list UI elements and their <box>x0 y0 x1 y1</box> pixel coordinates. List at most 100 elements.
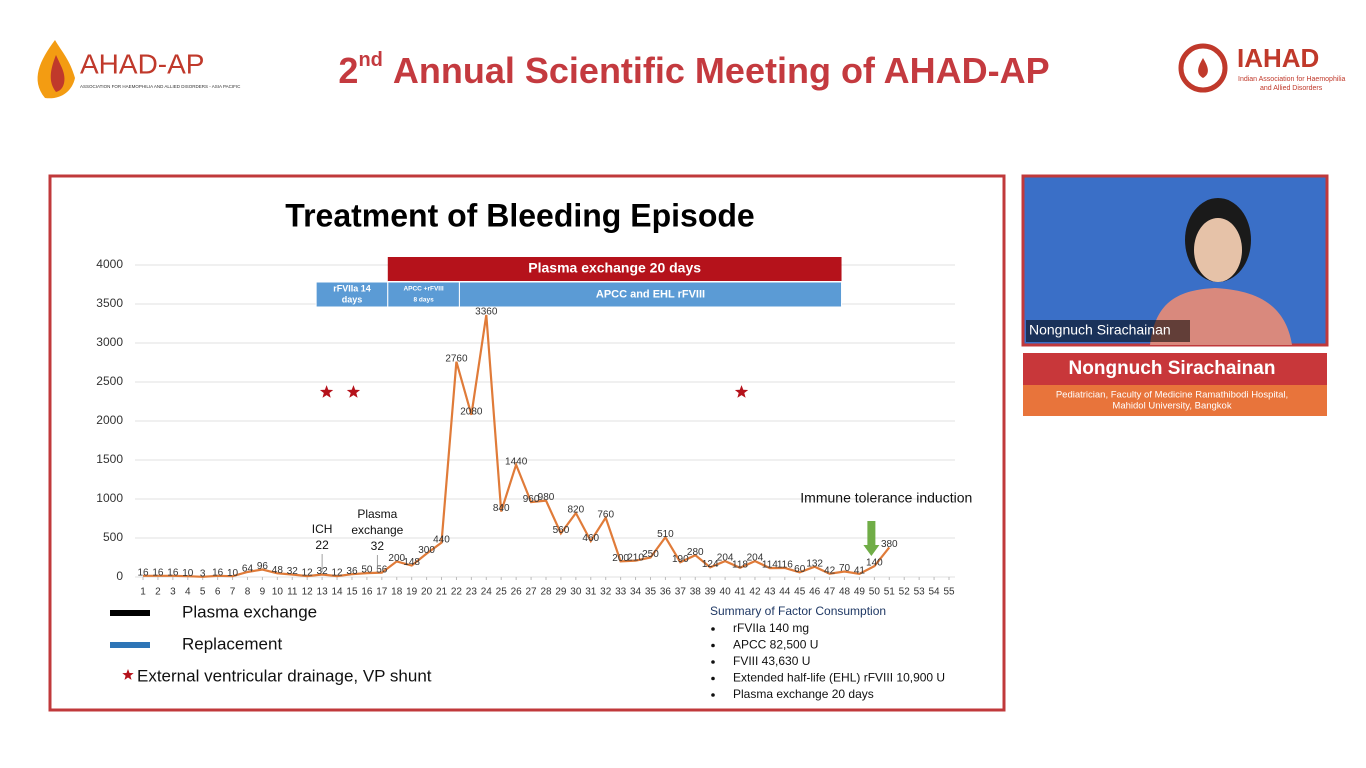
y-tick-label: 2000 <box>96 413 123 427</box>
y-tick-label: 1500 <box>96 452 123 466</box>
data-label: 118 <box>732 559 748 570</box>
x-tick-label: 9 <box>260 587 266 598</box>
data-label: 2760 <box>445 353 468 364</box>
data-label: 200 <box>388 553 405 564</box>
data-label: 200 <box>612 553 629 564</box>
logo-name: AHAD-AP <box>80 48 204 79</box>
x-tick-label: 5 <box>200 587 206 598</box>
x-tick-label: 19 <box>406 587 418 598</box>
x-tick-label: 45 <box>794 587 806 598</box>
x-tick-label: 36 <box>660 587 672 598</box>
x-tick-label: 44 <box>779 587 791 598</box>
data-label: 510 <box>657 529 674 540</box>
face <box>1194 218 1242 282</box>
title-suffix: nd <box>358 49 382 71</box>
bullet <box>711 660 715 664</box>
legend-swatch <box>110 610 150 616</box>
data-label: 56 <box>376 564 388 575</box>
x-tick-label: 40 <box>720 587 732 598</box>
data-label: 116 <box>777 560 793 571</box>
x-tick-label: 48 <box>839 587 851 598</box>
annotation: 22 <box>315 538 329 552</box>
bullet <box>711 627 715 631</box>
band-label: APCC and EHL rFVIII <box>596 288 705 300</box>
data-label: 64 <box>242 564 254 575</box>
flame-inner <box>50 55 65 92</box>
x-tick-label: 15 <box>346 587 358 598</box>
y-tick-label: 0 <box>116 569 123 583</box>
data-label: 190 <box>672 554 689 565</box>
x-tick-label: 39 <box>705 587 717 598</box>
star-marker <box>319 385 334 398</box>
summary-item: APCC 82,500 U <box>733 638 818 652</box>
x-tick-label: 18 <box>391 587 403 598</box>
arrow <box>863 521 880 556</box>
x-tick-label: 7 <box>230 587 236 598</box>
x-tick-label: 22 <box>451 587 463 598</box>
replacement-band <box>315 281 389 308</box>
data-label: 12 <box>331 568 343 579</box>
name-card <box>1023 353 1327 385</box>
x-tick-label: 28 <box>540 587 552 598</box>
star-marker <box>734 385 749 398</box>
logo-tagline: and Allied Disorders <box>1260 85 1323 92</box>
annotation: Plasma <box>357 507 397 521</box>
data-label: 250 <box>642 549 659 560</box>
slide <box>48 174 1006 712</box>
logo-tagline: Indian Association for Haemophilia <box>1238 76 1346 83</box>
data-label: 48 <box>272 565 284 576</box>
title-rest: Annual Scientific Meeting of AHAD-AP <box>393 50 1050 91</box>
summary-item: FVIII 43,630 U <box>733 654 810 668</box>
data-label: 42 <box>824 565 836 576</box>
y-tick-label: 2500 <box>96 374 123 388</box>
data-line <box>143 314 891 578</box>
name-overlay-bg <box>1026 320 1190 342</box>
x-tick-label: 46 <box>809 587 821 598</box>
data-label: 1440 <box>505 456 528 467</box>
x-tick-label: 21 <box>436 587 448 598</box>
data-label: 32 <box>287 566 299 577</box>
data-label: 36 <box>346 566 358 577</box>
x-tick-label: 33 <box>615 587 627 598</box>
chart-title: Treatment of Bleeding Episode <box>285 197 754 233</box>
x-tick-label: 37 <box>675 587 687 598</box>
x-tick-label: 23 <box>466 587 478 598</box>
header-title: 2nd Annual Scientific Meeting of AHAD-AP <box>338 49 1049 90</box>
data-label: 16 <box>152 567 164 578</box>
data-label: 140 <box>866 558 883 569</box>
x-tick-label: 38 <box>690 587 702 598</box>
title-number: 2 <box>338 50 358 91</box>
data-label: 204 <box>747 553 764 564</box>
logo-ring <box>1178 43 1228 93</box>
y-tick-label: 1000 <box>96 491 123 505</box>
data-label: 300 <box>418 545 435 556</box>
summary: Summary of Factor Consumption rFVIIa 140 … <box>710 604 945 701</box>
data-label: 50 <box>361 565 373 576</box>
x-tick-label: 31 <box>585 587 597 598</box>
data-label: 12 <box>302 568 314 579</box>
data-label: 60 <box>794 564 806 575</box>
legend-swatch <box>110 642 150 648</box>
legend-label: Replacement <box>182 634 282 653</box>
legend-star <box>122 669 134 680</box>
annotation: 32 <box>371 539 385 553</box>
data-label: 124 <box>702 559 719 570</box>
annotation: exchange <box>351 523 403 537</box>
x-tick-label: 6 <box>215 587 221 598</box>
x-tick-label: 14 <box>331 587 343 598</box>
y-tick-label: 4000 <box>96 257 123 271</box>
logo-right: IAHAD Indian Association for Haemophilia… <box>1178 43 1346 93</box>
x-tick-label: 54 <box>929 587 941 598</box>
data-label: 380 <box>881 539 898 550</box>
star-marker <box>346 385 361 398</box>
x-tick-label: 1 <box>140 587 146 598</box>
data-label: 980 <box>538 492 555 503</box>
bullet <box>711 643 715 648</box>
x-tick-label: 32 <box>600 587 612 598</box>
data-label: 960 <box>523 494 540 505</box>
annotation: Immune tolerance induction <box>800 490 972 506</box>
data-label: 41 <box>854 565 866 576</box>
x-tick-label: 13 <box>317 587 329 598</box>
x-tick-label: 47 <box>824 587 836 598</box>
